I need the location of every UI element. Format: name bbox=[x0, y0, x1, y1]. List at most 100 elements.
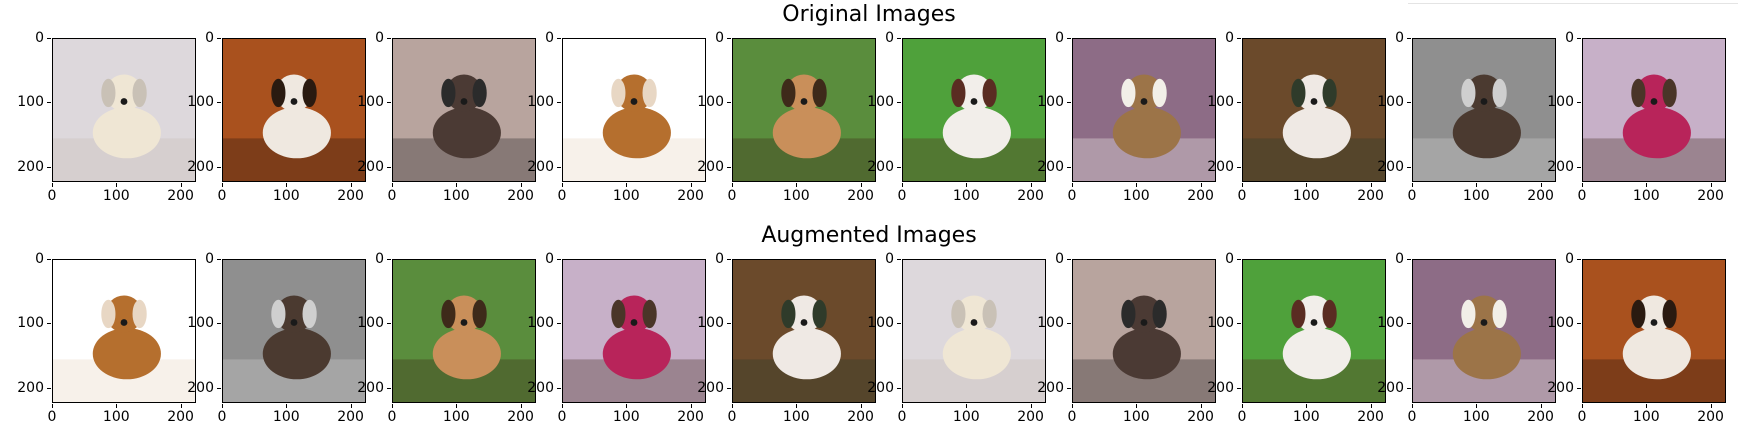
y-tick-label: 200 bbox=[1534, 380, 1581, 396]
dog-ear bbox=[302, 299, 317, 329]
image-subplot: 0 100 200 0 100 200 bbox=[1547, 30, 1726, 204]
dog-photo-icon bbox=[1582, 259, 1726, 403]
photo-drawing bbox=[903, 39, 1045, 181]
dog-head bbox=[1465, 74, 1503, 112]
image-subplot: 0 100 200 0 100 200 bbox=[1037, 30, 1216, 204]
x-tick-label: 200 bbox=[331, 404, 371, 425]
dog-photo-icon bbox=[222, 38, 366, 182]
x-tick-label: 0 bbox=[1392, 404, 1432, 425]
x-tick-label: 0 bbox=[1562, 404, 1602, 425]
dog-head bbox=[105, 74, 143, 112]
y-tick-label: 200 bbox=[854, 159, 901, 175]
dog-body bbox=[1282, 107, 1351, 159]
x-tick-label: 100 bbox=[606, 404, 646, 425]
y-tick-label: 200 bbox=[1024, 380, 1071, 396]
x-tick-label: 200 bbox=[1691, 404, 1731, 425]
dog-head bbox=[1125, 295, 1163, 333]
photo-drawing bbox=[53, 39, 195, 181]
y-tick-label: 0 bbox=[1194, 251, 1241, 267]
dog-photo-icon bbox=[222, 259, 366, 403]
dog-body bbox=[602, 107, 671, 159]
dog-photo-icon bbox=[1242, 38, 1386, 182]
x-tick-label: 0 bbox=[202, 183, 242, 204]
y-tick-label: 0 bbox=[344, 30, 391, 46]
image-subplot: 0 100 200 0 100 200 bbox=[1207, 251, 1386, 425]
dog-nose bbox=[120, 319, 128, 326]
dog-head bbox=[1635, 74, 1673, 112]
dog-body bbox=[772, 107, 841, 159]
dog-body bbox=[1452, 328, 1521, 380]
dog-ear bbox=[1121, 299, 1136, 329]
dog-head bbox=[1125, 74, 1163, 112]
dog-ear bbox=[101, 299, 116, 329]
dog-head bbox=[785, 74, 823, 112]
dog-ear bbox=[132, 299, 147, 329]
dog-ear bbox=[1322, 78, 1337, 108]
x-tick-label: 0 bbox=[1052, 404, 1092, 425]
dog-ear bbox=[1291, 78, 1306, 108]
y-tick-label: 0 bbox=[4, 251, 51, 267]
dog-ear bbox=[982, 299, 997, 329]
x-tick-label: 100 bbox=[946, 404, 986, 425]
y-tick-label: 100 bbox=[854, 315, 901, 331]
dog-ear bbox=[1152, 78, 1167, 108]
dog-body bbox=[262, 328, 331, 380]
photo-drawing bbox=[1243, 39, 1385, 181]
image-subplot: 0 100 200 0 100 200 bbox=[1377, 30, 1556, 204]
dog-nose bbox=[1140, 319, 1148, 326]
dog-ear bbox=[1291, 299, 1306, 329]
x-tick-label: 200 bbox=[841, 404, 881, 425]
image-subplot: 0 100 200 0 100 200 bbox=[867, 251, 1046, 425]
x-tick-label: 100 bbox=[266, 404, 306, 425]
dog-photo-icon bbox=[732, 259, 876, 403]
dog-body bbox=[432, 328, 501, 380]
x-tick-label: 200 bbox=[1011, 183, 1051, 204]
y-tick-label: 100 bbox=[1024, 94, 1071, 110]
dog-ear bbox=[1461, 78, 1476, 108]
dog-head bbox=[955, 295, 993, 333]
top-border-strip bbox=[1408, 0, 1738, 4]
photo-drawing bbox=[1243, 260, 1385, 402]
image-subplot: 0 100 200 0 100 200 bbox=[187, 251, 366, 425]
x-tick-label: 0 bbox=[32, 404, 72, 425]
dog-body bbox=[1622, 328, 1691, 380]
y-tick-label: 0 bbox=[1364, 30, 1411, 46]
dog-ear bbox=[611, 78, 626, 108]
photo-drawing bbox=[733, 260, 875, 402]
x-tick-label: 0 bbox=[1222, 404, 1262, 425]
dog-head bbox=[615, 295, 653, 333]
photo-drawing bbox=[1413, 39, 1555, 181]
x-tick-label: 100 bbox=[1626, 404, 1666, 425]
x-tick-label: 200 bbox=[161, 404, 201, 425]
photo-drawing bbox=[53, 260, 195, 402]
dog-ear bbox=[982, 78, 997, 108]
dog-body bbox=[942, 107, 1011, 159]
dog-ear bbox=[781, 78, 796, 108]
dog-photo-icon bbox=[562, 38, 706, 182]
photo-drawing bbox=[393, 260, 535, 402]
dog-photo-icon bbox=[732, 38, 876, 182]
dog-ear bbox=[951, 78, 966, 108]
y-tick-label: 200 bbox=[174, 380, 221, 396]
photo-drawing bbox=[563, 260, 705, 402]
y-tick-label: 200 bbox=[1534, 159, 1581, 175]
dog-nose bbox=[970, 98, 978, 105]
y-tick-label: 200 bbox=[4, 159, 51, 175]
dog-head bbox=[1295, 74, 1333, 112]
x-tick-label: 0 bbox=[712, 183, 752, 204]
dog-head bbox=[615, 74, 653, 112]
dog-head bbox=[1295, 295, 1333, 333]
dog-body bbox=[1112, 107, 1181, 159]
dog-photo-icon bbox=[1582, 38, 1726, 182]
dog-head bbox=[1635, 295, 1673, 333]
image-subplot: 0 100 200 0 100 200 bbox=[697, 30, 876, 204]
dog-head bbox=[105, 295, 143, 333]
y-tick-label: 0 bbox=[514, 30, 561, 46]
dog-photo-icon bbox=[562, 259, 706, 403]
x-tick-label: 200 bbox=[1351, 183, 1391, 204]
dog-ear bbox=[812, 78, 827, 108]
dog-ear bbox=[441, 299, 456, 329]
y-tick-label: 0 bbox=[1024, 30, 1071, 46]
y-tick-label: 100 bbox=[344, 94, 391, 110]
x-tick-label: 200 bbox=[1181, 183, 1221, 204]
